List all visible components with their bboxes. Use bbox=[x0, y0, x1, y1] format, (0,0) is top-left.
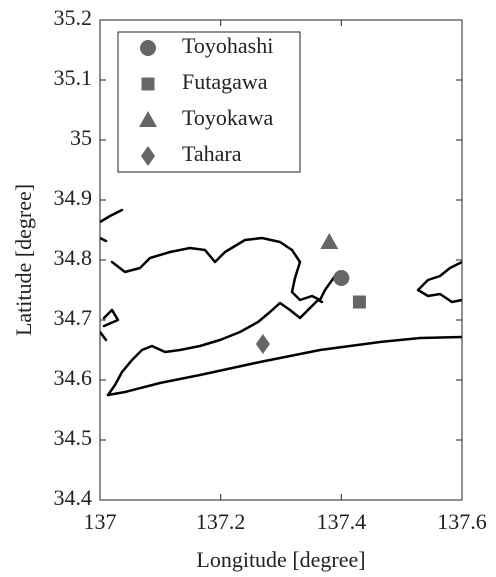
legend-label: Toyokawa bbox=[182, 105, 274, 130]
legend-label: Toyohashi bbox=[182, 33, 273, 58]
x-tick-label: 137.6 bbox=[437, 509, 487, 534]
y-tick-label: 34.8 bbox=[54, 245, 93, 270]
y-tick-label: 35.2 bbox=[54, 5, 93, 30]
y-tick-label: 34.7 bbox=[54, 305, 93, 330]
y-axis-label: Latitude [degree] bbox=[11, 184, 36, 336]
x-tick-label: 137.2 bbox=[196, 509, 246, 534]
x-tick-label: 137 bbox=[84, 509, 117, 534]
x-tick-label: 137.4 bbox=[317, 509, 367, 534]
coastline bbox=[100, 208, 462, 397]
data-point bbox=[320, 233, 339, 249]
y-tick-label: 34.6 bbox=[54, 365, 93, 390]
x-axis-label: Longitude [degree] bbox=[196, 547, 365, 572]
y-tick-label: 34.9 bbox=[54, 185, 93, 210]
legend-marker bbox=[141, 77, 155, 91]
legend-label: Futagawa bbox=[182, 69, 268, 94]
y-tick-label: 34.4 bbox=[54, 485, 93, 510]
data-point bbox=[255, 334, 270, 354]
data-point bbox=[333, 270, 350, 286]
y-tick-label: 34.5 bbox=[54, 425, 93, 450]
y-tick-label: 35.1 bbox=[54, 65, 93, 90]
legend-label: Tahara bbox=[182, 141, 242, 166]
y-tick-label: 35 bbox=[70, 125, 92, 150]
legend-marker bbox=[140, 40, 156, 56]
legend-marker bbox=[139, 111, 157, 127]
data-point bbox=[352, 295, 366, 309]
legend-marker bbox=[141, 146, 155, 166]
